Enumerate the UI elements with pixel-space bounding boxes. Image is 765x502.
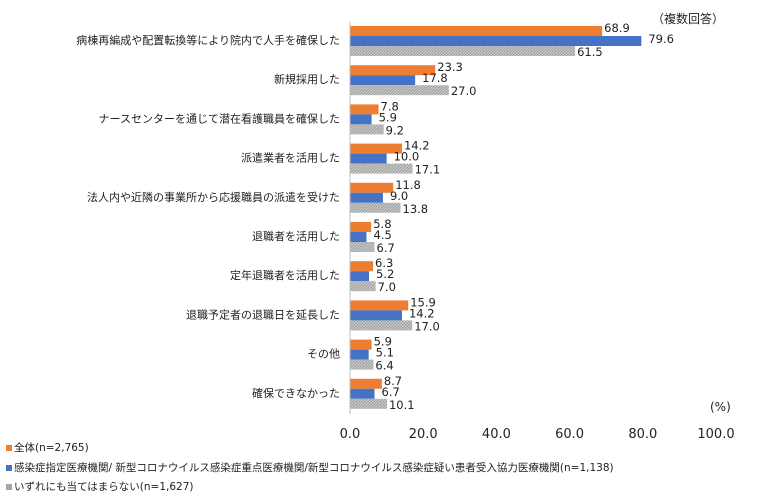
data-label: 6.3 — [375, 256, 393, 270]
bar — [350, 339, 372, 350]
data-label: 10.1 — [389, 398, 415, 412]
x-tick-label: 100.0 — [697, 427, 734, 442]
bars-layer: 68.979.661.523.317.827.07.85.99.214.210.… — [350, 21, 674, 412]
axis-layer: 病棟再編成や配置転換等により院内で人手を確保した新規採用したナースセンターを通じ… — [76, 22, 735, 442]
bar — [350, 124, 384, 135]
x-tick-label: 40.0 — [482, 427, 511, 442]
bar — [350, 388, 375, 399]
data-label: 5.2 — [376, 267, 394, 281]
bar — [350, 143, 402, 154]
legend-label-none: いずれにも当てはまらない(n=1,627) — [14, 481, 194, 493]
bar — [350, 300, 409, 311]
bar — [350, 36, 642, 46]
data-label: 5.8 — [373, 217, 391, 231]
data-label: 10.0 — [394, 150, 420, 164]
category-label: 病棟再編成や配置転換等により院内で人手を確保した — [76, 33, 340, 47]
data-label: 14.2 — [409, 306, 435, 320]
multiple-answers-note: （複数回答） — [652, 12, 725, 26]
category-label: 退職者を活用した — [252, 230, 340, 243]
bar — [350, 65, 436, 76]
bar — [350, 242, 375, 252]
data-label: 17.1 — [415, 163, 441, 177]
data-label: 13.8 — [403, 202, 429, 216]
bar — [350, 75, 416, 86]
bar — [350, 46, 576, 56]
data-label: 17.8 — [422, 71, 448, 85]
x-tick-label: 80.0 — [628, 427, 657, 442]
data-label: 6.7 — [382, 385, 400, 399]
legend-item-none: いずれにも当てはまらない(n=1,627) — [6, 479, 194, 494]
legend-label-designated: 感染症指定医療機関/ 新型コロナウイルス感染症重点医療機関/新型コロナウイルス感… — [14, 462, 614, 474]
bar — [350, 398, 387, 409]
legend-item-designated: 感染症指定医療機関/ 新型コロナウイルス感染症重点医療機関/新型コロナウイルス感… — [6, 460, 614, 475]
category-label: ナースセンターを通じて潜在看護職員を確保した — [99, 111, 340, 125]
bar — [350, 153, 387, 164]
data-label: 61.5 — [577, 45, 603, 59]
legend-swatch-none — [6, 484, 12, 490]
bar — [350, 182, 394, 193]
bar — [350, 310, 402, 321]
bar — [350, 202, 401, 213]
legend-label-overall: 全体(n=2,765) — [14, 442, 89, 454]
data-label: 23.3 — [437, 60, 463, 74]
data-label: 5.1 — [376, 346, 394, 360]
category-label: その他 — [307, 348, 340, 361]
data-label: 27.0 — [451, 84, 477, 98]
bar — [350, 349, 369, 360]
bar — [350, 271, 370, 282]
data-label: 5.9 — [374, 335, 392, 349]
category-label: 新規採用した — [274, 72, 340, 86]
data-label: 6.7 — [377, 241, 395, 255]
data-label: 8.7 — [384, 374, 402, 388]
data-label: 6.4 — [375, 359, 393, 373]
data-label: 4.5 — [373, 228, 391, 242]
data-label: 9.2 — [386, 123, 404, 137]
bar — [350, 114, 372, 125]
data-label: 7.0 — [378, 280, 396, 294]
bar — [350, 222, 372, 232]
data-label: 17.0 — [414, 319, 440, 333]
bar — [350, 359, 374, 370]
bar — [350, 320, 413, 331]
x-tick-label: 0.0 — [340, 427, 361, 442]
bar — [350, 232, 367, 242]
data-label: 9.0 — [390, 189, 408, 203]
bar — [350, 85, 449, 96]
data-label: 14.2 — [404, 139, 430, 153]
data-label: 15.9 — [410, 295, 436, 309]
bar — [350, 26, 603, 36]
legend-swatch-overall — [6, 445, 12, 451]
category-label: 確保できなかった — [252, 386, 340, 400]
bar — [350, 163, 413, 174]
data-label: 79.6 — [648, 32, 674, 46]
data-label: 5.9 — [379, 110, 397, 124]
x-tick-label: 60.0 — [555, 427, 584, 442]
bar — [350, 378, 382, 389]
data-label: 11.8 — [395, 178, 421, 192]
unit-label: (%) — [710, 400, 731, 414]
bar — [350, 261, 374, 272]
category-label: 退職予定者の退職日を延長した — [186, 307, 340, 321]
legend-item-overall: 全体(n=2,765) — [6, 440, 89, 455]
category-label: 派遣業者を活用した — [241, 151, 340, 165]
category-label: 法人内や近隣の事業所から応援職員の派遣を受けた — [87, 190, 340, 204]
bar — [350, 192, 383, 203]
legend-swatch-designated — [6, 465, 12, 471]
bar — [350, 104, 379, 115]
bar — [350, 281, 376, 292]
x-tick-label: 20.0 — [409, 427, 438, 442]
category-label: 定年退職者を活用した — [230, 268, 340, 282]
data-label: 7.8 — [381, 99, 399, 113]
data-label: 68.9 — [604, 21, 630, 35]
